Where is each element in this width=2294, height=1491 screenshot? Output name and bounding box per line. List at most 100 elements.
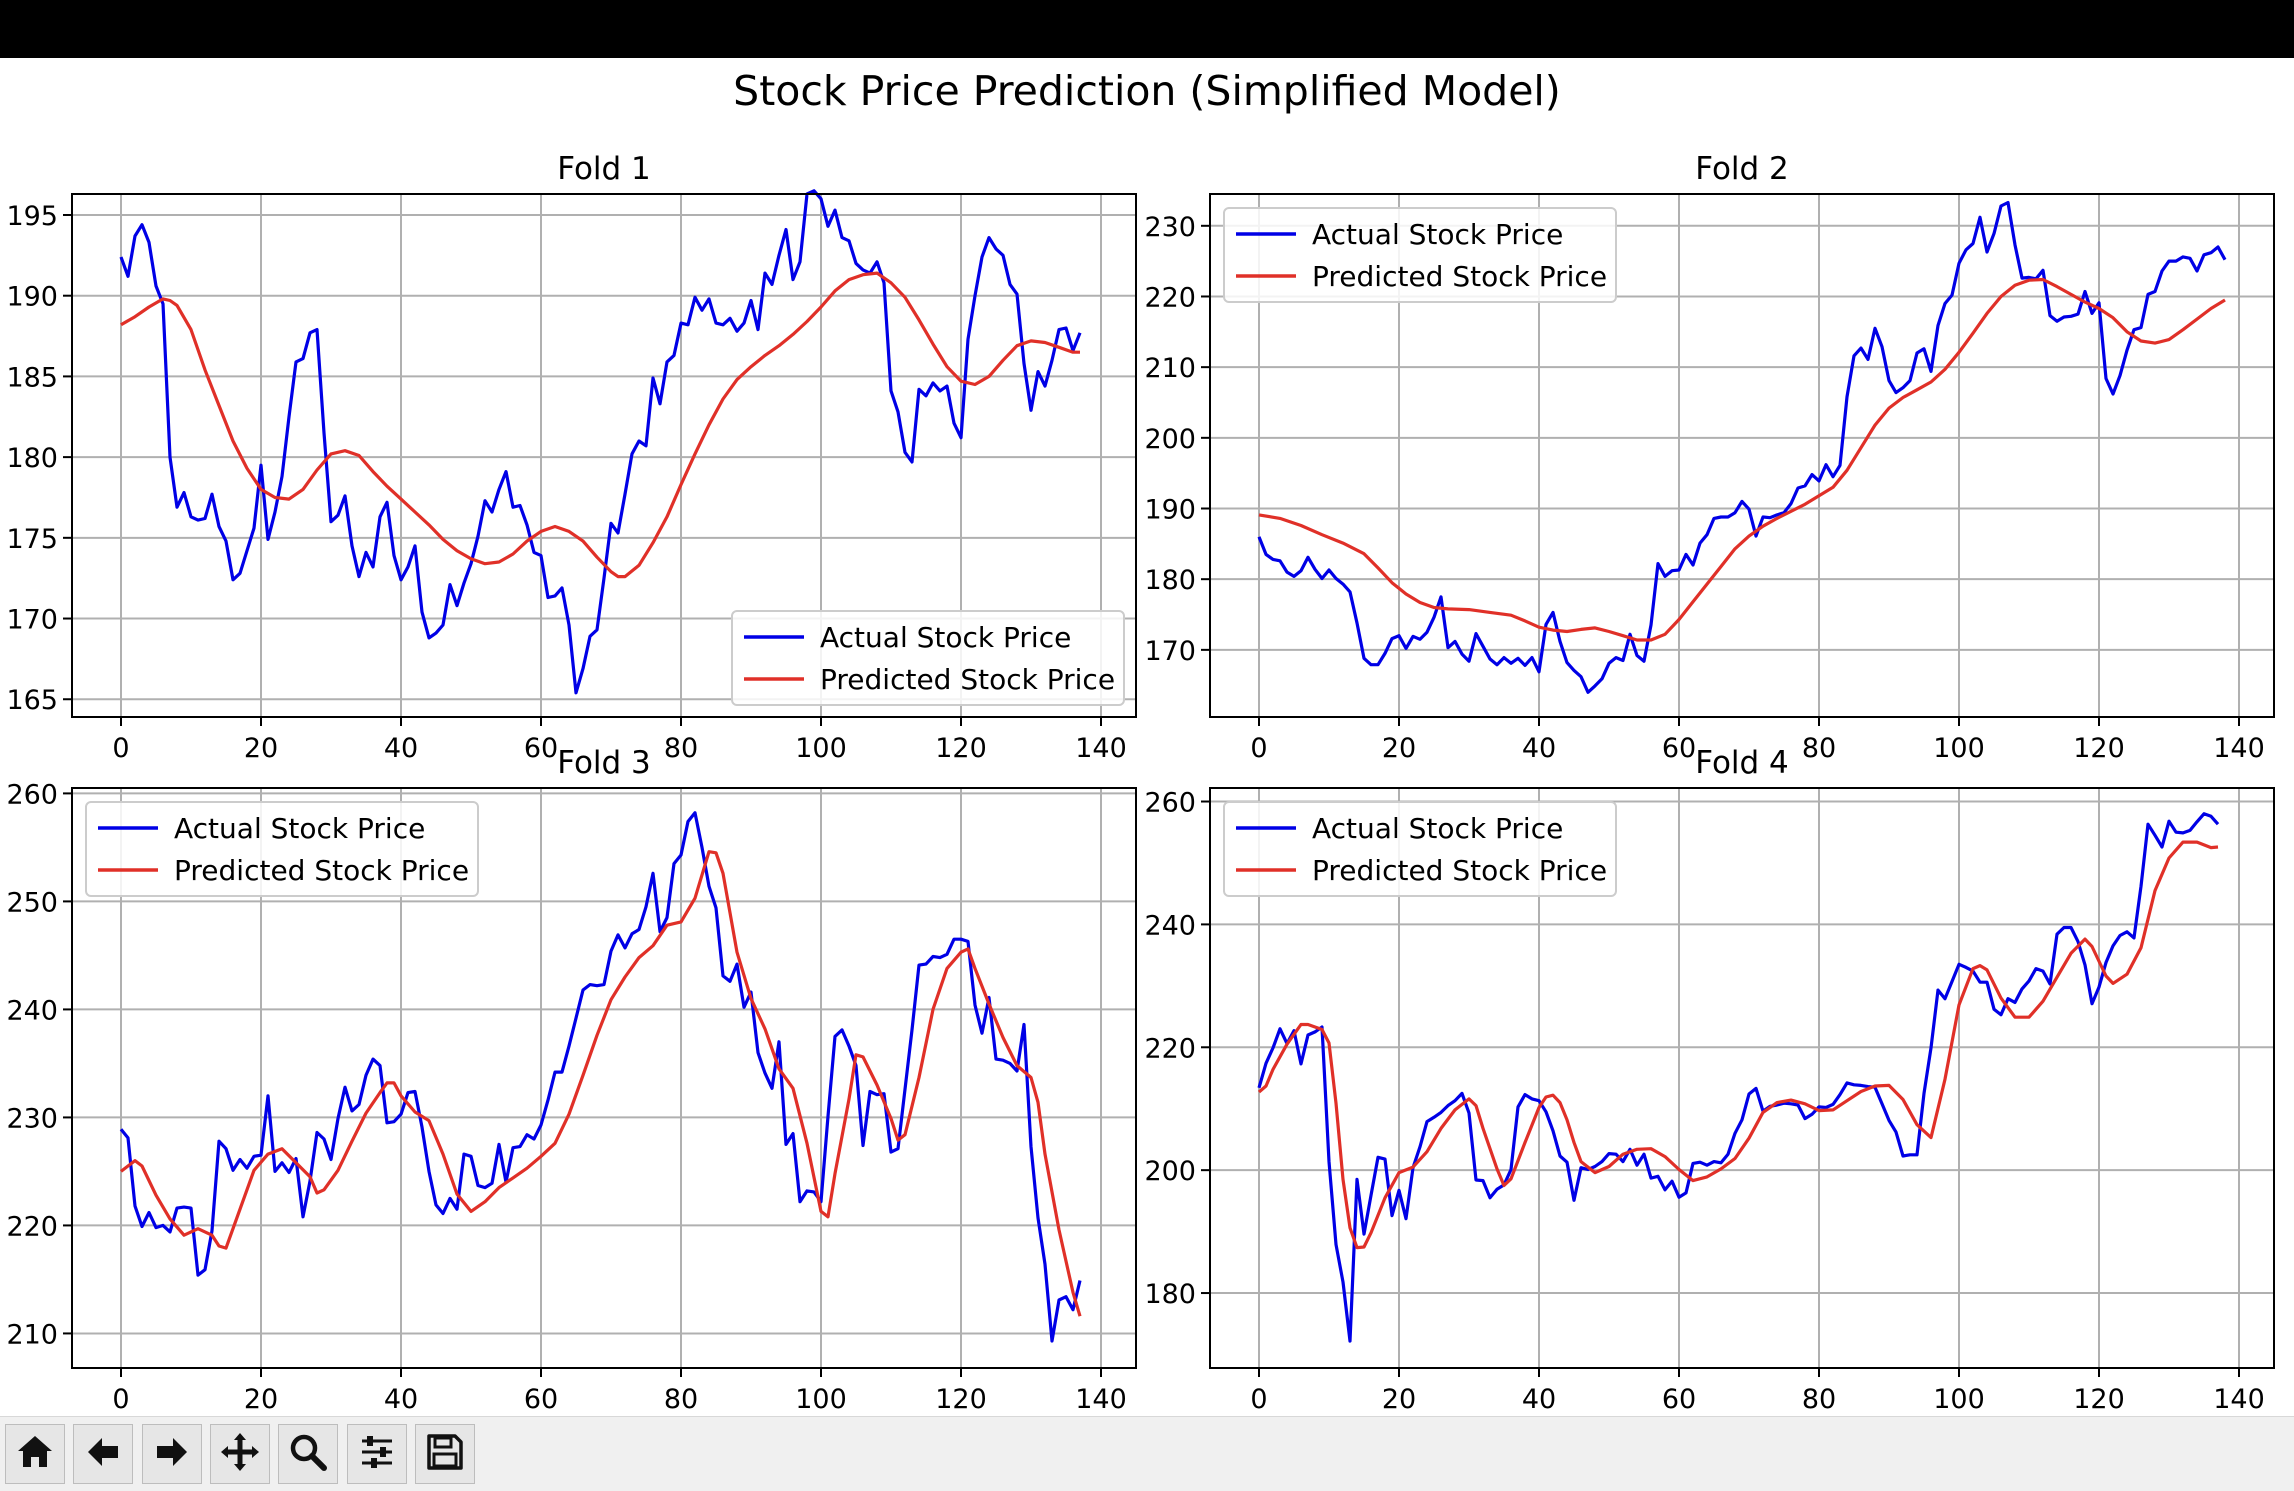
predicted-stock-price-line: [1257, 840, 2219, 1250]
subplot-title: Fold 3: [557, 745, 651, 781]
y-tick-label: 230: [6, 1103, 58, 1134]
x-tick-label: 120: [935, 733, 987, 764]
y-tick-label: 170: [6, 605, 58, 636]
y-tick-label: 220: [6, 1211, 58, 1242]
legend-label: Actual Stock Price: [1312, 812, 1563, 845]
save-button[interactable]: [415, 1424, 476, 1484]
x-tick-label: 20: [1382, 733, 1416, 764]
x-tick-label: 140: [1075, 1384, 1127, 1415]
x-tick-label: 80: [1802, 1384, 1836, 1415]
navigation-toolbar: [0, 1416, 2294, 1491]
x-tick-label: 80: [1802, 733, 1836, 764]
subplot-title: Fold 1: [557, 151, 651, 187]
back-button[interactable]: [73, 1424, 134, 1484]
x-tick-label: 60: [524, 1384, 558, 1415]
subplot-fold-1: 0 20 40 60 80 100 120 140 165 170 175 180 185 190 195 F…: [6, 151, 1137, 764]
home-button[interactable]: [5, 1424, 65, 1484]
subplot-fold-3: 0 20 40 60 80 100 120 140 210 220 230 240 250 260 Fold…: [6, 745, 1137, 1415]
actual-stock-price-line: [1257, 812, 2220, 1343]
subplot-title: Fold 2: [1695, 151, 1789, 187]
legend-box: [731, 610, 1125, 706]
actual-stock-price-line: [1257, 200, 2227, 694]
y-tick-label: 175: [6, 524, 58, 555]
x-tick-label: 60: [524, 733, 558, 764]
floppy-disk-icon: [422, 1429, 468, 1479]
legend-label: Predicted Stock Price: [1312, 260, 1607, 293]
x-tick-label: 60: [1662, 733, 1696, 764]
configure-subplots-button[interactable]: [346, 1424, 407, 1484]
predicted-stock-price-line: [120, 850, 1082, 1317]
legend: Actual Stock Price Predicted Stock Price: [85, 801, 479, 897]
x-tick-label: 140: [2213, 733, 2265, 764]
x-tick-label: 60: [1662, 1384, 1696, 1415]
x-tick-label: 140: [1075, 733, 1127, 764]
x-tick-label: 40: [384, 1384, 418, 1415]
x-tick-label: 0: [112, 733, 129, 764]
arrow-right-icon: [149, 1429, 195, 1479]
x-tick-label: 0: [112, 1384, 129, 1415]
y-tick-label: 190: [1144, 495, 1196, 526]
y-tick-label: 200: [1144, 424, 1196, 455]
legend-box: [1223, 801, 1617, 897]
actual-stock-price-line: [119, 811, 1082, 1343]
home-icon: [12, 1429, 58, 1479]
magnifier-icon: [285, 1429, 331, 1479]
axes-frame: [71, 787, 1137, 1369]
x-tick-label: 0: [1250, 733, 1267, 764]
x-tick-label: 120: [2073, 733, 2125, 764]
y-tick-label: 170: [1144, 636, 1196, 667]
x-tick-label: 40: [1522, 733, 1556, 764]
y-tick-label: 210: [1144, 353, 1196, 384]
x-tick-label: 80: [664, 1384, 698, 1415]
x-tick-label: 80: [664, 733, 698, 764]
legend-label: Actual Stock Price: [820, 621, 1071, 654]
y-tick-label: 190: [6, 282, 58, 313]
subplot-fold-2: 0 20 40 60 80 100 120 140 170 180 190 200 210 220 230 F…: [1144, 151, 2275, 764]
move-icon: [217, 1429, 263, 1479]
y-tick-label: 230: [1144, 212, 1196, 243]
y-tick-label: 240: [6, 995, 58, 1026]
arrow-left-icon: [80, 1429, 126, 1479]
predicted-stock-price-line: [120, 271, 1080, 579]
axes-container: 0 20 40 60 80 100 120 140 165 170 175 180 185 190 195 F…: [6, 151, 2275, 1415]
axes-frame: [1209, 193, 2275, 718]
y-tick-label: 220: [1144, 282, 1196, 313]
y-tick-label: 180: [6, 443, 58, 474]
legend-label: Predicted Stock Price: [174, 854, 469, 887]
pan-button[interactable]: [210, 1424, 271, 1484]
x-tick-label: 20: [244, 733, 278, 764]
legend-box: [1223, 207, 1617, 303]
zoom-button[interactable]: [278, 1424, 339, 1484]
y-tick-label: 165: [6, 685, 58, 716]
y-tick-label: 260: [6, 779, 58, 810]
legend-label: Actual Stock Price: [1312, 218, 1563, 251]
y-tick-label: 195: [6, 201, 58, 232]
x-tick-label: 0: [1250, 1384, 1267, 1415]
axes-frame: [1209, 787, 2275, 1369]
y-tick-label: 260: [1144, 788, 1196, 819]
y-tick-label: 180: [1144, 565, 1196, 596]
forward-button[interactable]: [141, 1424, 202, 1484]
x-tick-label: 100: [795, 1384, 847, 1415]
x-tick-label: 120: [935, 1384, 987, 1415]
legend: Actual Stock Price Predicted Stock Price: [1223, 801, 1617, 897]
x-tick-label: 140: [2213, 1384, 2265, 1415]
x-tick-label: 20: [244, 1384, 278, 1415]
figure-title: Stock Price Prediction (Simplified Model…: [733, 67, 1561, 115]
y-tick-label: 180: [1144, 1279, 1196, 1310]
x-tick-label: 40: [1522, 1384, 1556, 1415]
actual-stock-price-line: [119, 189, 1082, 695]
subplot-title: Fold 4: [1695, 745, 1789, 781]
x-tick-label: 20: [1382, 1384, 1416, 1415]
axes-frame: [71, 193, 1137, 718]
legend-label: Actual Stock Price: [174, 812, 425, 845]
y-tick-label: 220: [1144, 1033, 1196, 1064]
y-tick-label: 200: [1144, 1156, 1196, 1187]
y-tick-label: 240: [1144, 910, 1196, 941]
figure-canvas: Stock Price Prediction (Simplified Model…: [6, 67, 2275, 1415]
legend-label: Predicted Stock Price: [1312, 854, 1607, 887]
x-tick-label: 40: [384, 733, 418, 764]
legend: Actual Stock Price Predicted Stock Price: [1223, 207, 1617, 303]
legend-box: [85, 801, 479, 897]
